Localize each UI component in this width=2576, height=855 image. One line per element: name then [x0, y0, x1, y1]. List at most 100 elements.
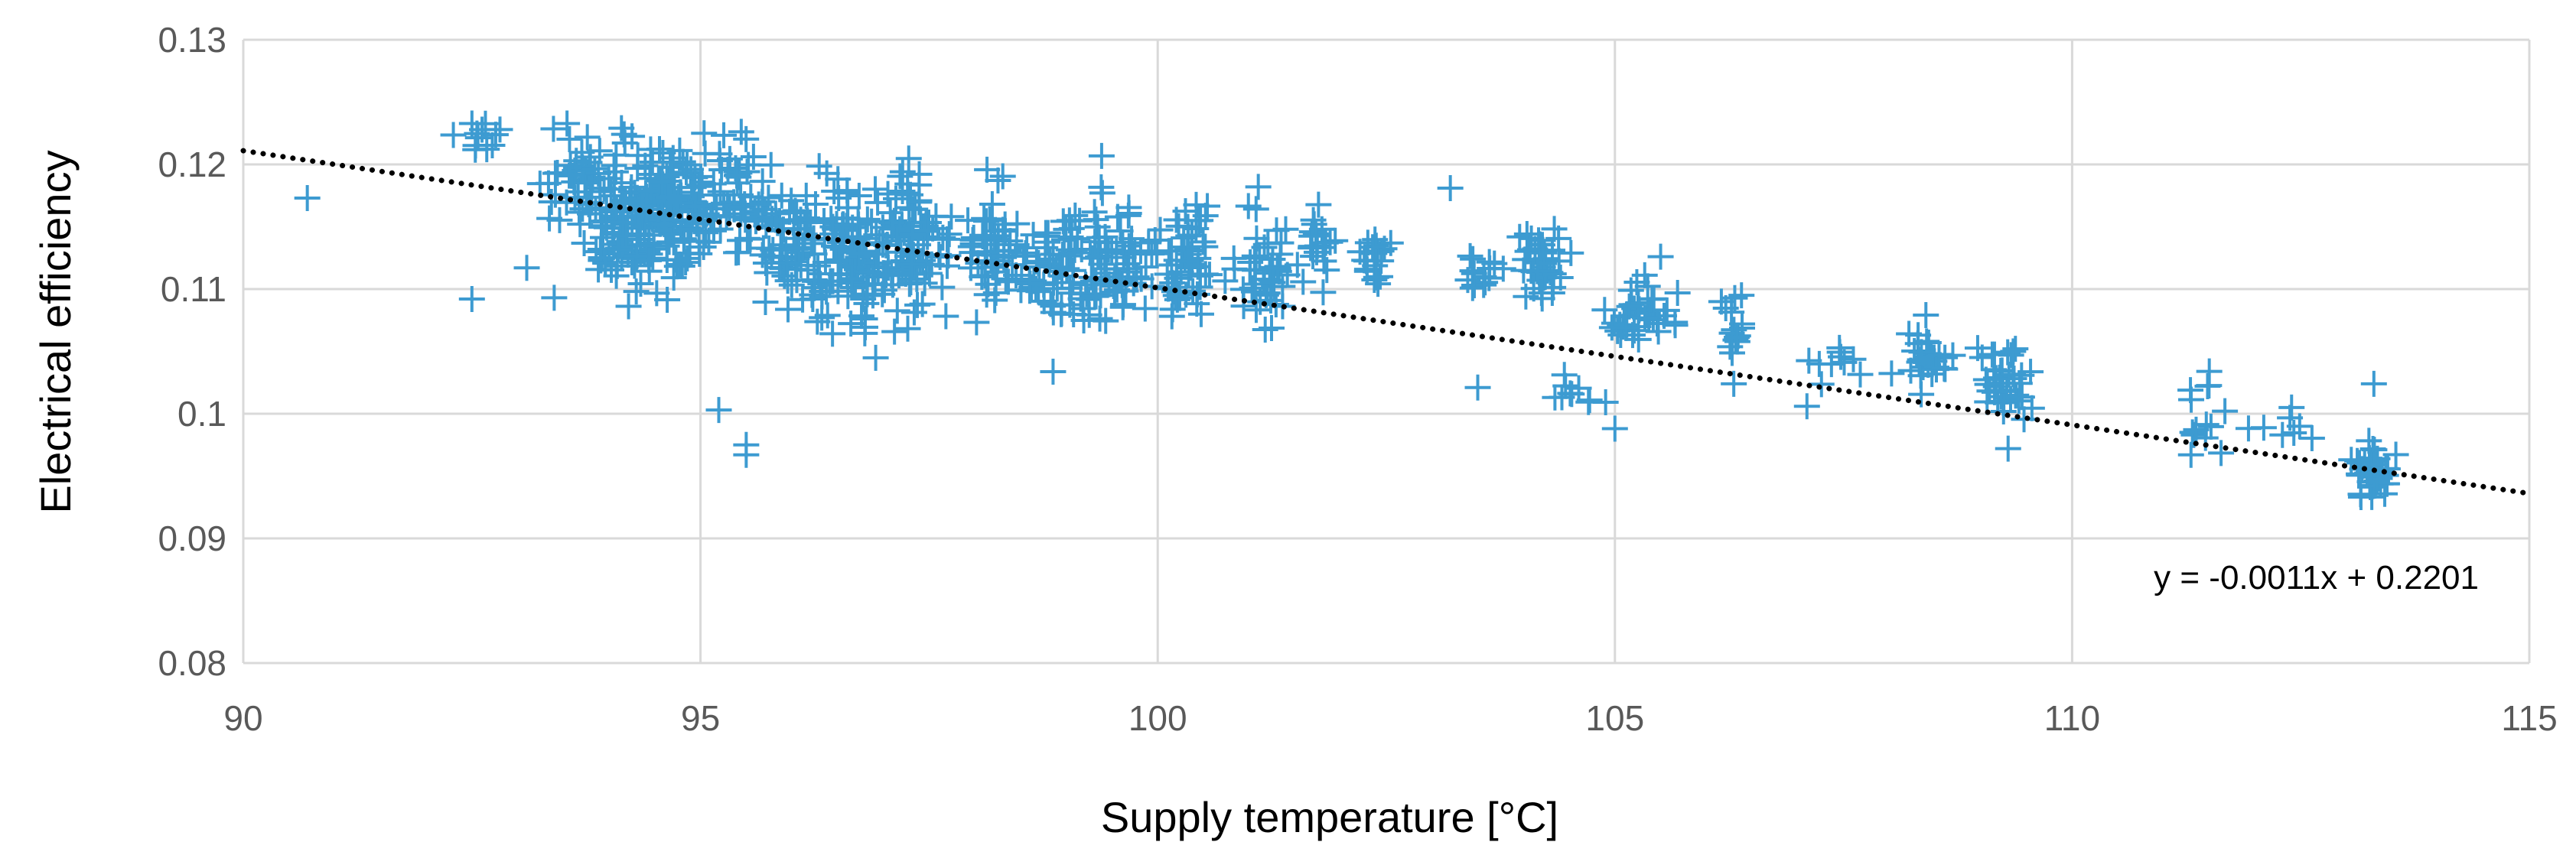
- data-point-663: [973, 281, 1000, 308]
- data-point-523: [881, 318, 908, 345]
- data-point-155: [601, 152, 627, 179]
- data-point-1226: [733, 441, 760, 468]
- data-point-1148: [2011, 406, 2037, 433]
- data-point-600: [874, 180, 901, 207]
- data-point-782: [1132, 295, 1158, 322]
- data-point-149: [624, 142, 651, 169]
- data-point-18: [556, 126, 583, 153]
- trendline-equation: y = -0.0011x + 0.2201: [2154, 559, 2479, 597]
- data-point-549: [884, 297, 910, 324]
- data-point-1169: [2286, 413, 2313, 440]
- data-point-984: [1541, 216, 1568, 242]
- data-point-966: [1490, 255, 1516, 282]
- data-point-487: [839, 265, 865, 292]
- data-point-1081: [1847, 361, 1874, 388]
- data-point-650: [936, 221, 962, 248]
- data-point-897: [1258, 287, 1284, 314]
- data-point-925: [1311, 248, 1337, 275]
- data-point-497: [862, 344, 889, 371]
- data-point-326: [692, 140, 718, 167]
- data-point-986: [1513, 221, 1540, 248]
- data-point-776: [1089, 180, 1115, 206]
- data-point-767: [1093, 307, 1119, 334]
- data-point-273: [663, 246, 689, 273]
- data-point-451: [802, 190, 829, 217]
- data-point-1076: [1818, 351, 1845, 378]
- data-point-74: [585, 160, 612, 187]
- data-point-479: [852, 320, 878, 346]
- data-point-1070: [1712, 294, 1739, 321]
- data-point-5: [440, 122, 467, 148]
- data-point-896: [1235, 193, 1262, 219]
- data-point-1054: [1616, 293, 1643, 320]
- data-point-951: [1368, 248, 1395, 275]
- data-point-1231: [1647, 243, 1674, 270]
- data-point-1239: [2269, 421, 2296, 448]
- data-point-335: [723, 239, 750, 266]
- data-point-1055: [1640, 285, 1667, 312]
- data-point-717: [1086, 305, 1113, 332]
- data-point-243: [671, 227, 698, 254]
- data-point-356: [754, 259, 780, 286]
- data-point-120: [608, 115, 635, 141]
- data-point-32: [536, 205, 563, 232]
- data-point-855: [1143, 240, 1170, 267]
- data-point-11: [462, 136, 489, 163]
- data-point-342: [814, 302, 841, 329]
- data-point-482: [819, 221, 846, 248]
- data-point-1223: [541, 284, 568, 311]
- x-tick-label-1: 95: [681, 698, 720, 738]
- data-point-1059: [1728, 282, 1755, 309]
- x-tick-label-5: 115: [2501, 698, 2557, 738]
- data-point-546: [850, 286, 877, 313]
- data-point-1160: [2183, 416, 2210, 443]
- data-point-861: [1184, 253, 1211, 280]
- data-point-486: [862, 176, 889, 203]
- data-point-845: [1158, 238, 1185, 265]
- data-point-264: [656, 229, 682, 255]
- data-point-1080: [1796, 347, 1822, 374]
- data-point-659: [957, 255, 984, 281]
- data-point-1235: [1995, 435, 2021, 462]
- y-tick-label-2: 0.1: [177, 394, 226, 434]
- data-point-1151: [1978, 341, 2005, 368]
- data-point-87: [615, 293, 642, 320]
- data-point-341: [698, 202, 725, 229]
- data-point-1221: [458, 286, 485, 313]
- data-point-727: [1054, 255, 1080, 282]
- data-point-1110: [1908, 339, 1935, 366]
- y-tick-label-5: 0.13: [158, 20, 226, 60]
- data-point-1149: [1974, 371, 2001, 398]
- data-point-857: [1187, 207, 1214, 234]
- data-point-1240: [2360, 370, 2387, 397]
- data-point-1078: [1808, 371, 1835, 398]
- data-point-266: [655, 184, 682, 210]
- data-point-647: [938, 203, 965, 230]
- data-point-147: [627, 271, 654, 297]
- data-point-795: [1115, 232, 1142, 259]
- data-point-839: [1163, 206, 1190, 233]
- data-point-587: [858, 208, 885, 235]
- data-point-89: [586, 138, 613, 164]
- data-point-177: [592, 249, 619, 276]
- data-point-1232: [1601, 415, 1628, 442]
- data-point-835: [1158, 303, 1185, 330]
- data-point-441: [819, 320, 846, 347]
- data-point-1162: [2212, 398, 2239, 424]
- data-point-215: [646, 136, 672, 163]
- data-point-668: [999, 252, 1026, 278]
- data-point-1109: [1931, 355, 1958, 382]
- data-point-383: [794, 207, 821, 234]
- data-point-630: [976, 206, 1003, 232]
- data-point-1015: [1576, 387, 1603, 414]
- data-point-998: [1547, 265, 1574, 291]
- data-point-785: [1058, 280, 1085, 307]
- data-point-670: [992, 218, 1018, 245]
- data-point-265: [636, 247, 663, 274]
- data-point-950: [1360, 234, 1386, 261]
- trendline: [240, 148, 2532, 496]
- data-points: [294, 110, 2409, 511]
- data-point-34: [544, 160, 571, 187]
- data-point-1229: [1437, 174, 1464, 201]
- data-point-445: [813, 160, 840, 187]
